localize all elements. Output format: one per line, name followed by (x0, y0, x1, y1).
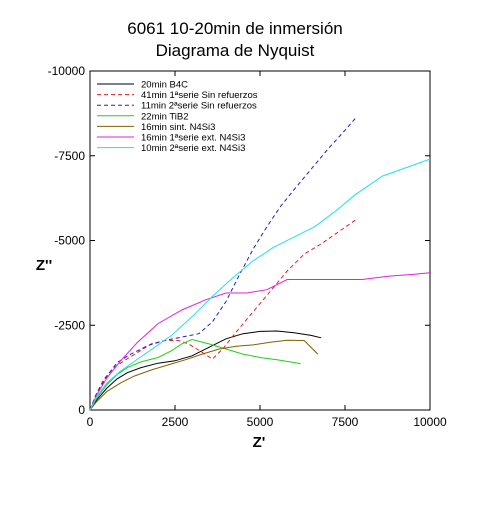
y-tick-label: -10000 (48, 64, 86, 78)
legend-label: 10min 2ªserie ext. N4Si3 (141, 143, 245, 154)
series-line-4 (89, 338, 301, 411)
legend-label: 22min TiB2 (141, 111, 189, 122)
series-line-1 (89, 330, 322, 411)
x-tick-label: 5000 (247, 415, 274, 429)
series-line-3 (89, 118, 356, 411)
y-tick-label: -7500 (54, 149, 85, 163)
y-axis-label: Z'' (36, 257, 52, 274)
axes: 0 2500 5000 7500 10000 0 -2500 -5000 -7500 -10000 (48, 64, 447, 429)
legend-label: 16min 1ªserie ext. N4Si3 (141, 133, 245, 144)
y-tick-label: 0 (78, 403, 85, 417)
y-tick-label: -5000 (54, 234, 85, 248)
series-line-2 (89, 219, 356, 411)
y-tick-label: -2500 (54, 318, 85, 332)
legend-label: 20min B4C (141, 80, 188, 91)
x-tick-label: 10000 (413, 415, 447, 429)
x-tick-label: 2500 (162, 415, 189, 429)
x-tick-label: 7500 (332, 415, 359, 429)
legend-label: 16min sint. N4Si3 (141, 122, 215, 133)
series-line-5 (89, 339, 319, 411)
chart-title: 6061 10-20min de inmersión (127, 19, 342, 38)
chart-subtitle: Diagrama de Nyquist (156, 41, 315, 60)
legend-label: 11min 2ªserie Sin refuerzos (141, 101, 257, 112)
series-line-7 (89, 158, 431, 411)
x-axis-label: Z' (253, 434, 266, 451)
legend-label: 41min 1ªserie Sin refuerzos (141, 90, 258, 101)
series-line-6 (89, 272, 431, 411)
x-tick-label: 0 (87, 415, 94, 429)
series-lines (89, 118, 431, 411)
